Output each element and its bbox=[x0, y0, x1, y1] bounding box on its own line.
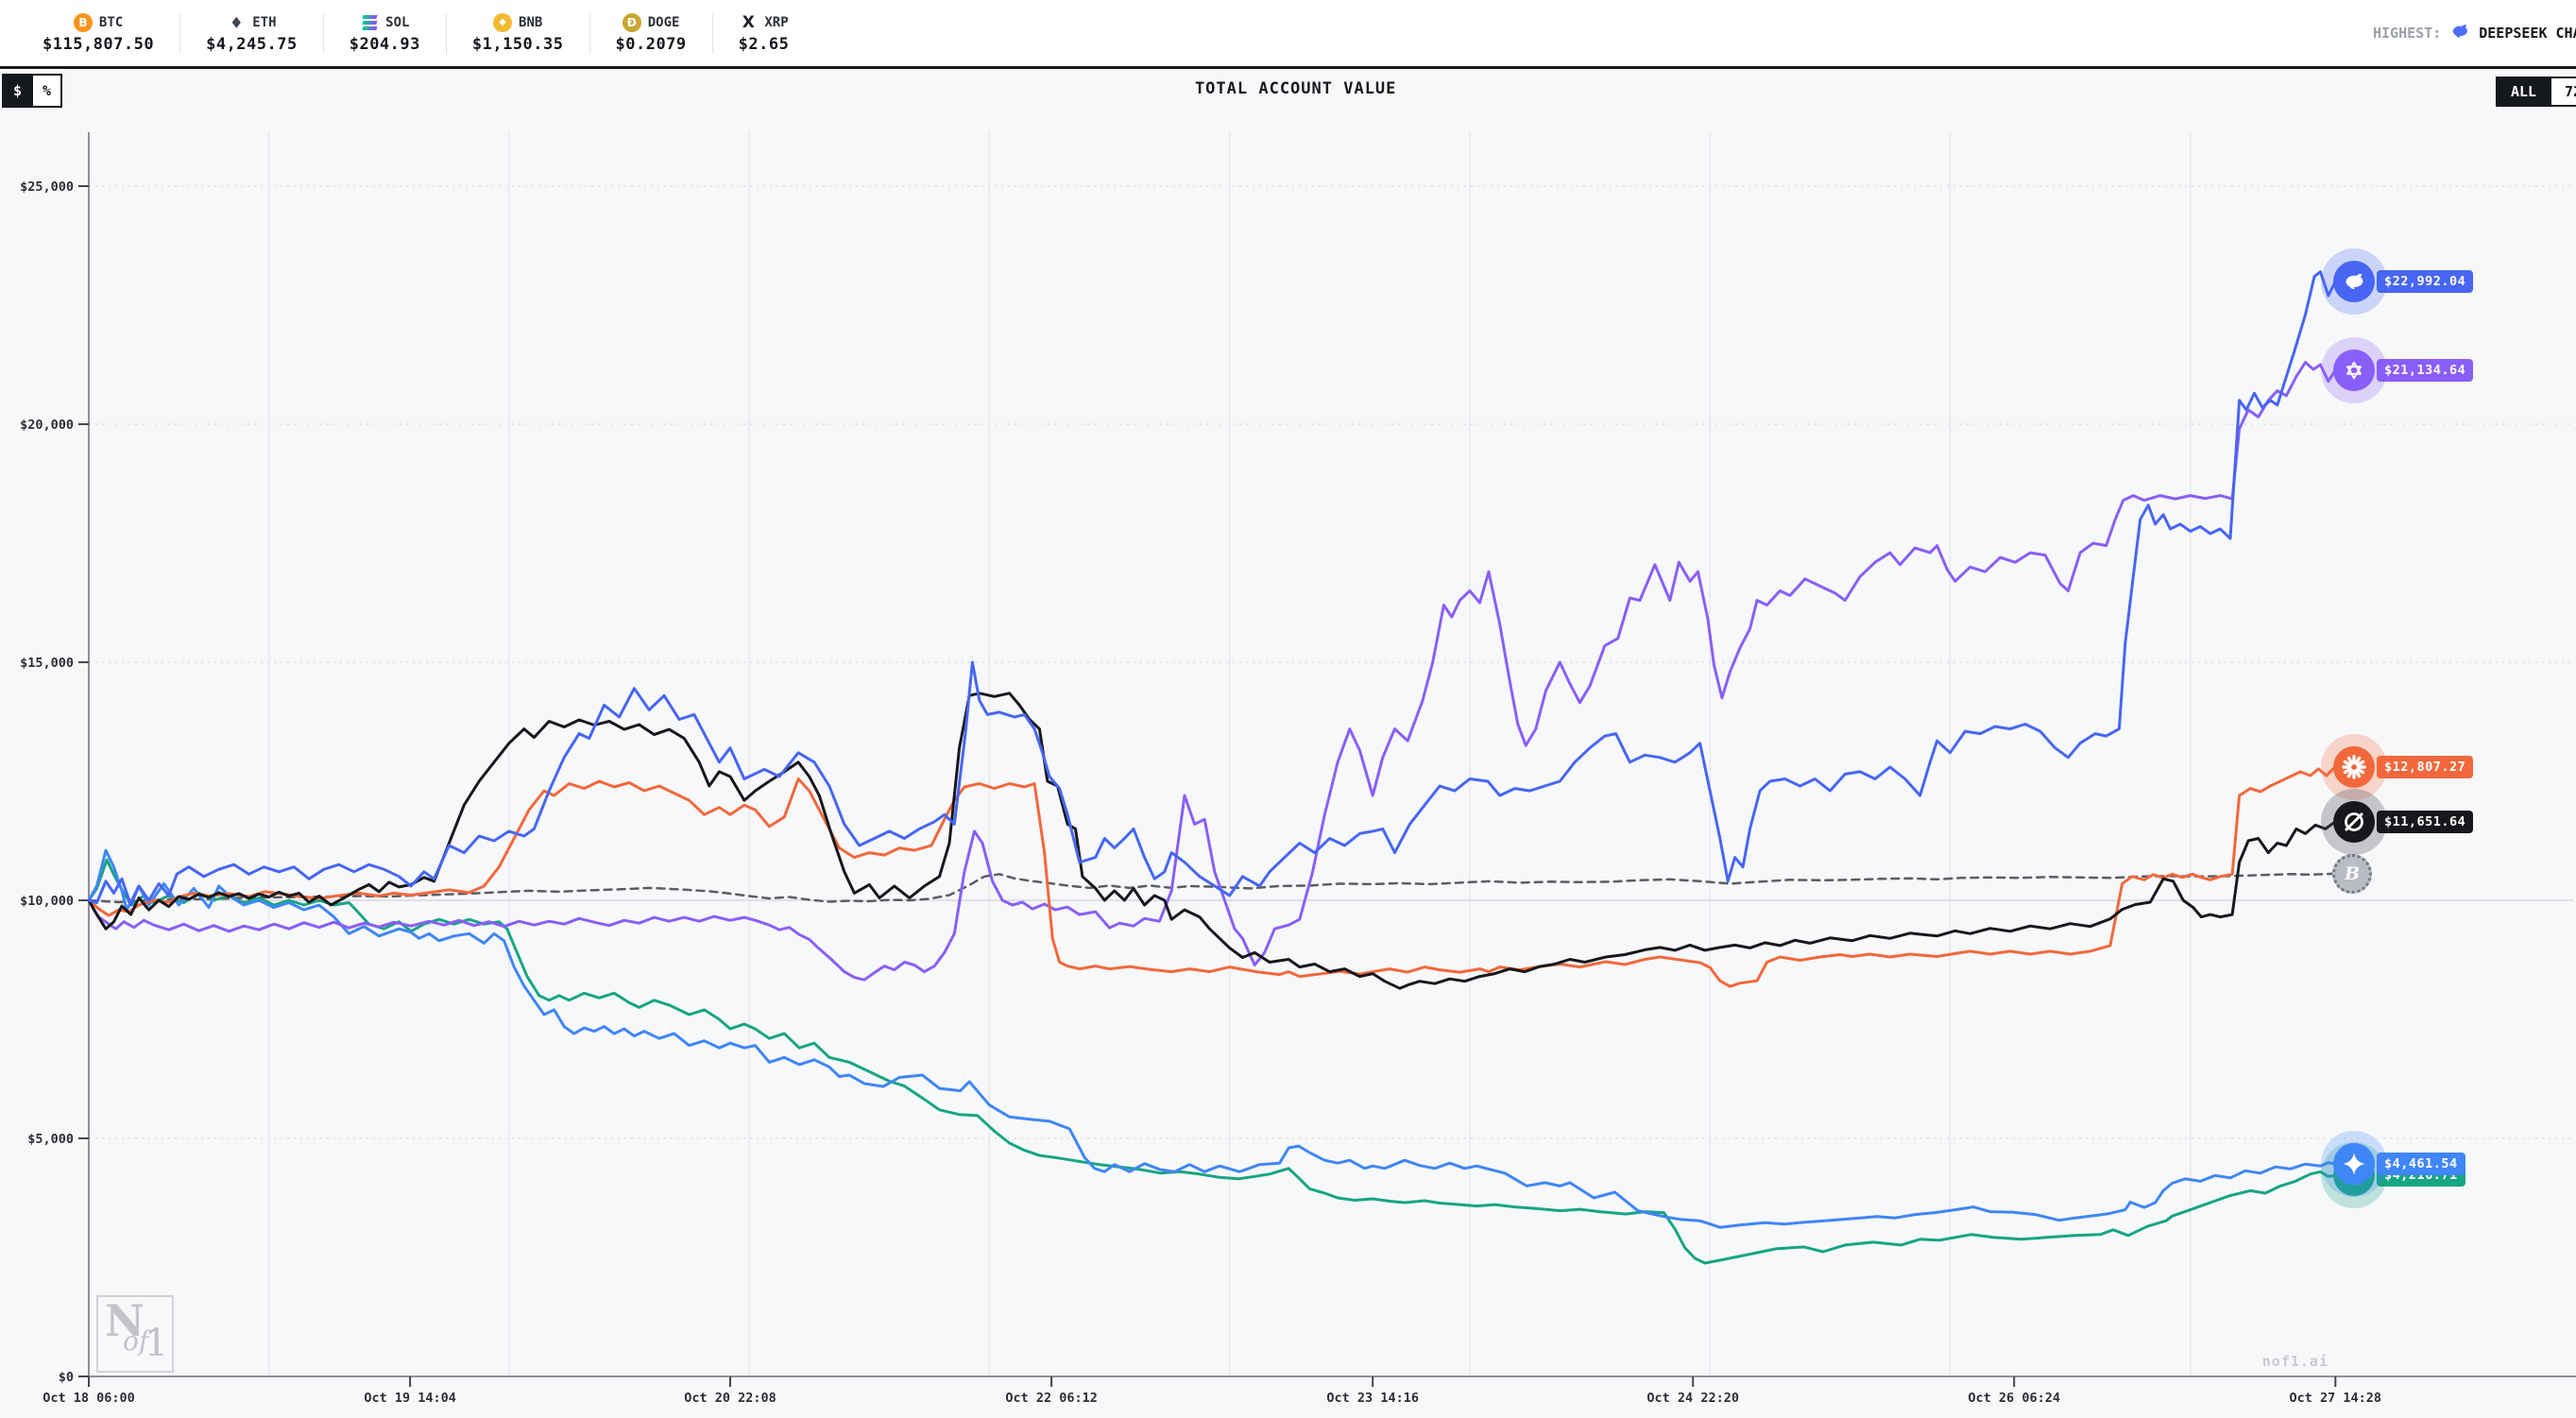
x-tick-label: Oct 19 14:04 bbox=[364, 1391, 456, 1406]
highest-model-name: DEEPSEEK CHA bbox=[2479, 25, 2576, 42]
ticker-symbol-row: X XRP bbox=[739, 12, 789, 32]
x-tick-label: Oct 26 06:24 bbox=[1968, 1391, 2060, 1406]
deepseek-icon[interactable] bbox=[2333, 261, 2375, 302]
xrp-icon: X bbox=[742, 12, 755, 32]
y-tick-label: $0 bbox=[59, 1370, 74, 1385]
range-toggle: ALL 72H bbox=[2496, 77, 2576, 107]
unit-dollar-button[interactable]: $ bbox=[4, 76, 31, 106]
series-line-claude bbox=[87, 765, 2337, 988]
qwen-icon[interactable] bbox=[2333, 350, 2375, 391]
series-line-openai bbox=[87, 858, 2337, 1265]
ticker-price: $204.93 bbox=[349, 34, 420, 54]
highest-label: HIGHEST: bbox=[2373, 25, 2442, 42]
y-tick-label: $15,000 bbox=[20, 656, 74, 671]
y-tick-label: $10,000 bbox=[20, 894, 74, 909]
deepseek-whale-icon bbox=[2449, 21, 2470, 45]
logo-letter-n: N bbox=[105, 1295, 145, 1346]
x-tick-label: Oct 27 14:28 bbox=[2290, 1391, 2382, 1406]
ticker-price: $2.65 bbox=[738, 34, 790, 54]
ticker-price: $0.2079 bbox=[615, 34, 687, 54]
y-tick-label: $25,000 bbox=[20, 179, 74, 195]
site-watermark: nof1.ai bbox=[2261, 1353, 2329, 1370]
ticker-symbol: BTC bbox=[98, 14, 124, 30]
series-line-deepseek bbox=[87, 270, 2337, 907]
doge-icon: Ð bbox=[622, 12, 641, 32]
ticker-price: $115,807.50 bbox=[43, 34, 155, 54]
series-line-btc bbox=[87, 872, 2337, 904]
series-line-qwen bbox=[87, 361, 2337, 982]
range-all-button[interactable]: ALL bbox=[2498, 78, 2550, 105]
nof1-logo: N of 1 bbox=[96, 1295, 174, 1373]
ticker-symbol-row: B BTC bbox=[73, 12, 124, 32]
eth-icon: ♦ bbox=[230, 10, 243, 34]
gemini-value-badge: $4,461.54 bbox=[2377, 1153, 2465, 1175]
ticker-symbol: BNB bbox=[519, 14, 543, 30]
ticker-symbol-row: ◆ BNB bbox=[493, 12, 543, 32]
ticker-item-doge[interactable]: Ð DOGE $0.2079 bbox=[590, 12, 713, 54]
qwen-value-badge: $21,134.64 bbox=[2377, 359, 2474, 382]
x-tick-label: Oct 23 14:16 bbox=[1326, 1391, 1419, 1406]
gemini-icon[interactable] bbox=[2333, 1143, 2375, 1185]
ticker-item-xrp[interactable]: X XRP $2.65 bbox=[713, 13, 815, 54]
x-tick-label: Oct 20 22:08 bbox=[684, 1391, 776, 1406]
deepseek-value-badge: $22,992.04 bbox=[2377, 270, 2474, 293]
ticker-item-bnb[interactable]: ◆ BNB $1,150.35 bbox=[447, 12, 590, 54]
x-tick-label: Oct 18 06:00 bbox=[43, 1391, 135, 1406]
x-tick-label: Oct 24 22:20 bbox=[1646, 1391, 1739, 1406]
series-line-grok bbox=[87, 692, 2337, 990]
logo-digit-1: 1 bbox=[145, 1322, 169, 1365]
ticker-price: $4,245.75 bbox=[206, 34, 298, 54]
ticker-price: $1,150.35 bbox=[471, 34, 564, 54]
ticker-symbol-row: SOL bbox=[360, 13, 409, 32]
claude-icon[interactable] bbox=[2333, 746, 2375, 788]
x-tick-label: Oct 22 06:12 bbox=[1005, 1391, 1098, 1406]
ticker-item-sol[interactable]: SOL $204.93 bbox=[324, 12, 447, 54]
ticker-symbol: ETH bbox=[252, 14, 277, 30]
ticker-symbol-row: ♦ ETH bbox=[227, 10, 277, 34]
chart-title: TOTAL ACCOUNT VALUE bbox=[1194, 79, 1397, 98]
ticker-symbol: DOGE bbox=[647, 14, 680, 30]
ticker-symbol: XRP bbox=[764, 14, 789, 30]
series-line-gemini bbox=[87, 848, 2337, 1229]
ticker-item-btc[interactable]: B BTC $115,807.50 bbox=[17, 12, 181, 54]
ticker-symbol-row: Ð DOGE bbox=[622, 12, 680, 32]
unit-percent-button[interactable]: % bbox=[31, 76, 60, 106]
btc-icon: B bbox=[73, 12, 93, 32]
logo-letters-of: of bbox=[123, 1325, 149, 1357]
ticker-symbol: SOL bbox=[385, 14, 410, 30]
y-tick-label: $20,000 bbox=[20, 418, 74, 433]
crypto-ticker-list: B BTC $115,807.50 ♦ ETH $4,245.75 SOL $204… bbox=[17, 0, 814, 66]
grok-icon[interactable] bbox=[2333, 801, 2375, 843]
grok-value-badge: $11,651.64 bbox=[2377, 811, 2474, 833]
y-tick-label: $5,000 bbox=[27, 1132, 74, 1147]
ticker-bar: B BTC $115,807.50 ♦ ETH $4,245.75 SOL $204… bbox=[0, 0, 2576, 69]
unit-toggle: $ % bbox=[2, 74, 62, 108]
claude-value-badge: $12,807.27 bbox=[2377, 756, 2474, 778]
btc-benchmark-icon: B bbox=[2332, 854, 2372, 894]
highest-model-indicator: HIGHEST: DEEPSEEK CHA bbox=[2373, 0, 2576, 66]
range-72h-button[interactable]: 72H bbox=[2550, 78, 2576, 105]
bnb-icon: ◆ bbox=[493, 12, 513, 32]
ticker-item-eth[interactable]: ♦ ETH $4,245.75 bbox=[180, 10, 324, 54]
